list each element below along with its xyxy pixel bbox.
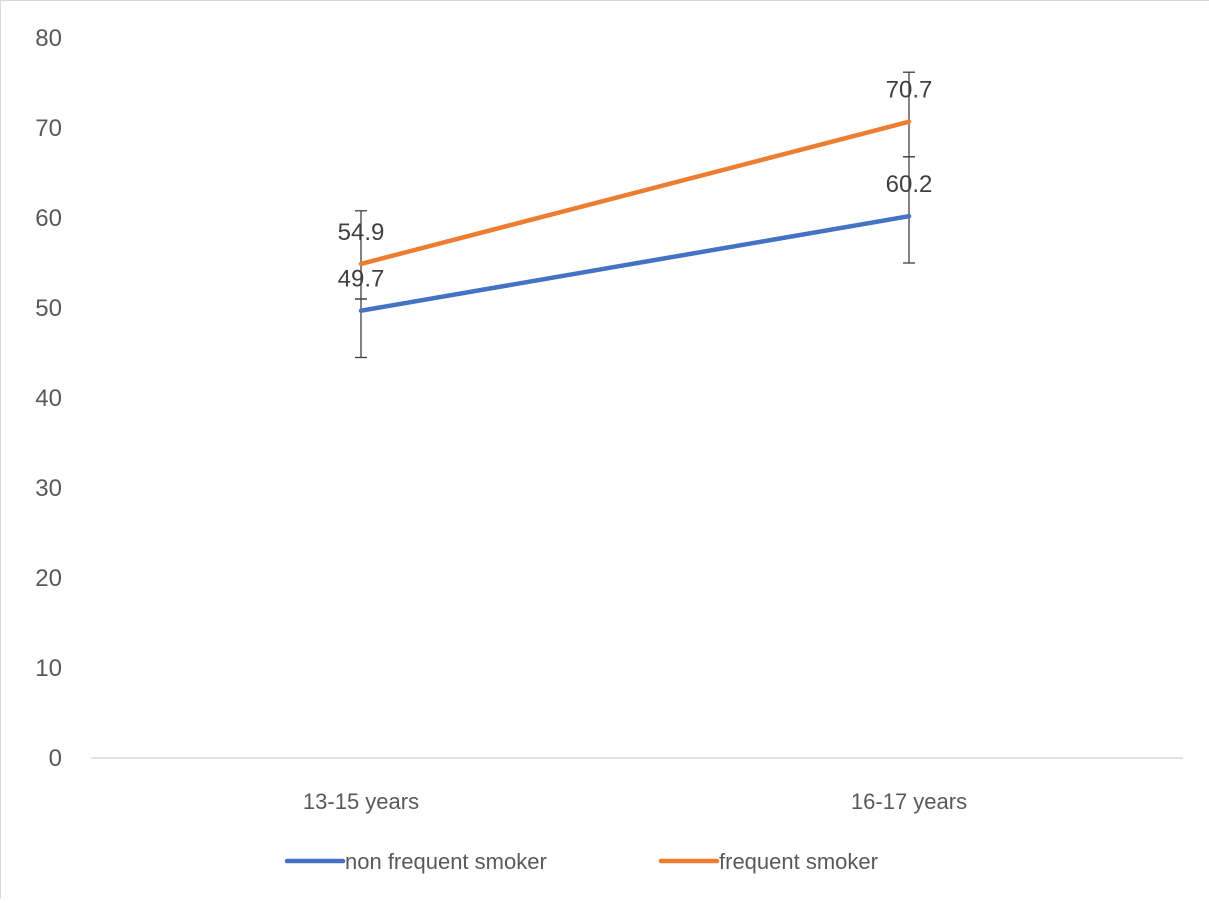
data-label: 49.7 [338,266,385,293]
y-tick-label: 30 [35,475,62,502]
x-tick-label: 16-17 years [851,789,967,814]
y-tick-label: 40 [35,385,62,412]
x-tick-label: 13-15 years [303,789,419,814]
y-tick-label: 0 [49,745,62,772]
series-line-non-frequent-smoker [358,213,912,313]
series-line-frequent-smoker [358,119,912,267]
y-tick-label: 50 [35,295,62,322]
data-label: 60.2 [886,171,933,198]
y-tick-label: 20 [35,565,62,592]
data-label: 70.7 [886,77,933,104]
y-tick-label: 80 [35,25,62,52]
legend-label: frequent smoker [719,849,878,874]
legend-label: non frequent smoker [345,849,547,874]
y-tick-label: 60 [35,205,62,232]
y-tick-label: 70 [35,115,62,142]
data-label: 54.9 [338,219,385,246]
y-tick-label: 10 [35,655,62,682]
